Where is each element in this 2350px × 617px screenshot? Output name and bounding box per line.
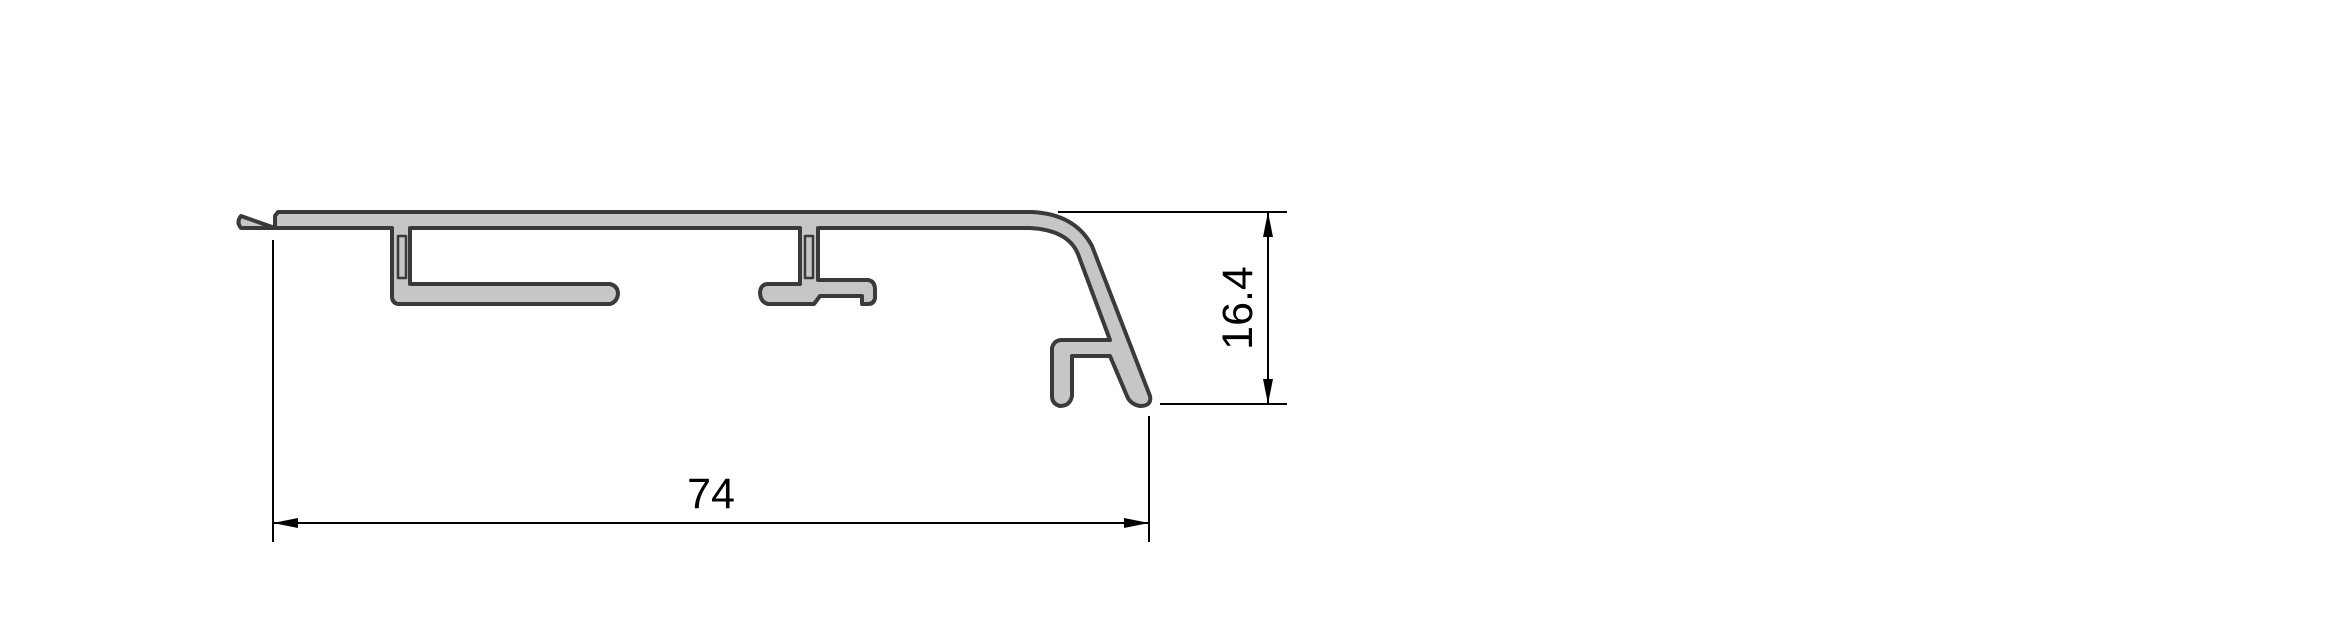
height-label: 16.4 — [1214, 266, 1262, 350]
left-leg-slot — [396, 234, 408, 280]
width-arrow-left — [273, 518, 298, 528]
right-leg-slot — [803, 234, 815, 280]
height-arrow-top — [1263, 212, 1273, 237]
height-dimension: 16.4 — [1058, 211, 1287, 405]
width-label: 74 — [687, 470, 735, 518]
height-arrow-bottom — [1263, 379, 1273, 404]
width-dimension: 74 — [272, 240, 1150, 542]
extrusion-profile — [236, 210, 1153, 408]
profile-body — [236, 210, 1153, 408]
width-arrow-right — [1124, 518, 1149, 528]
